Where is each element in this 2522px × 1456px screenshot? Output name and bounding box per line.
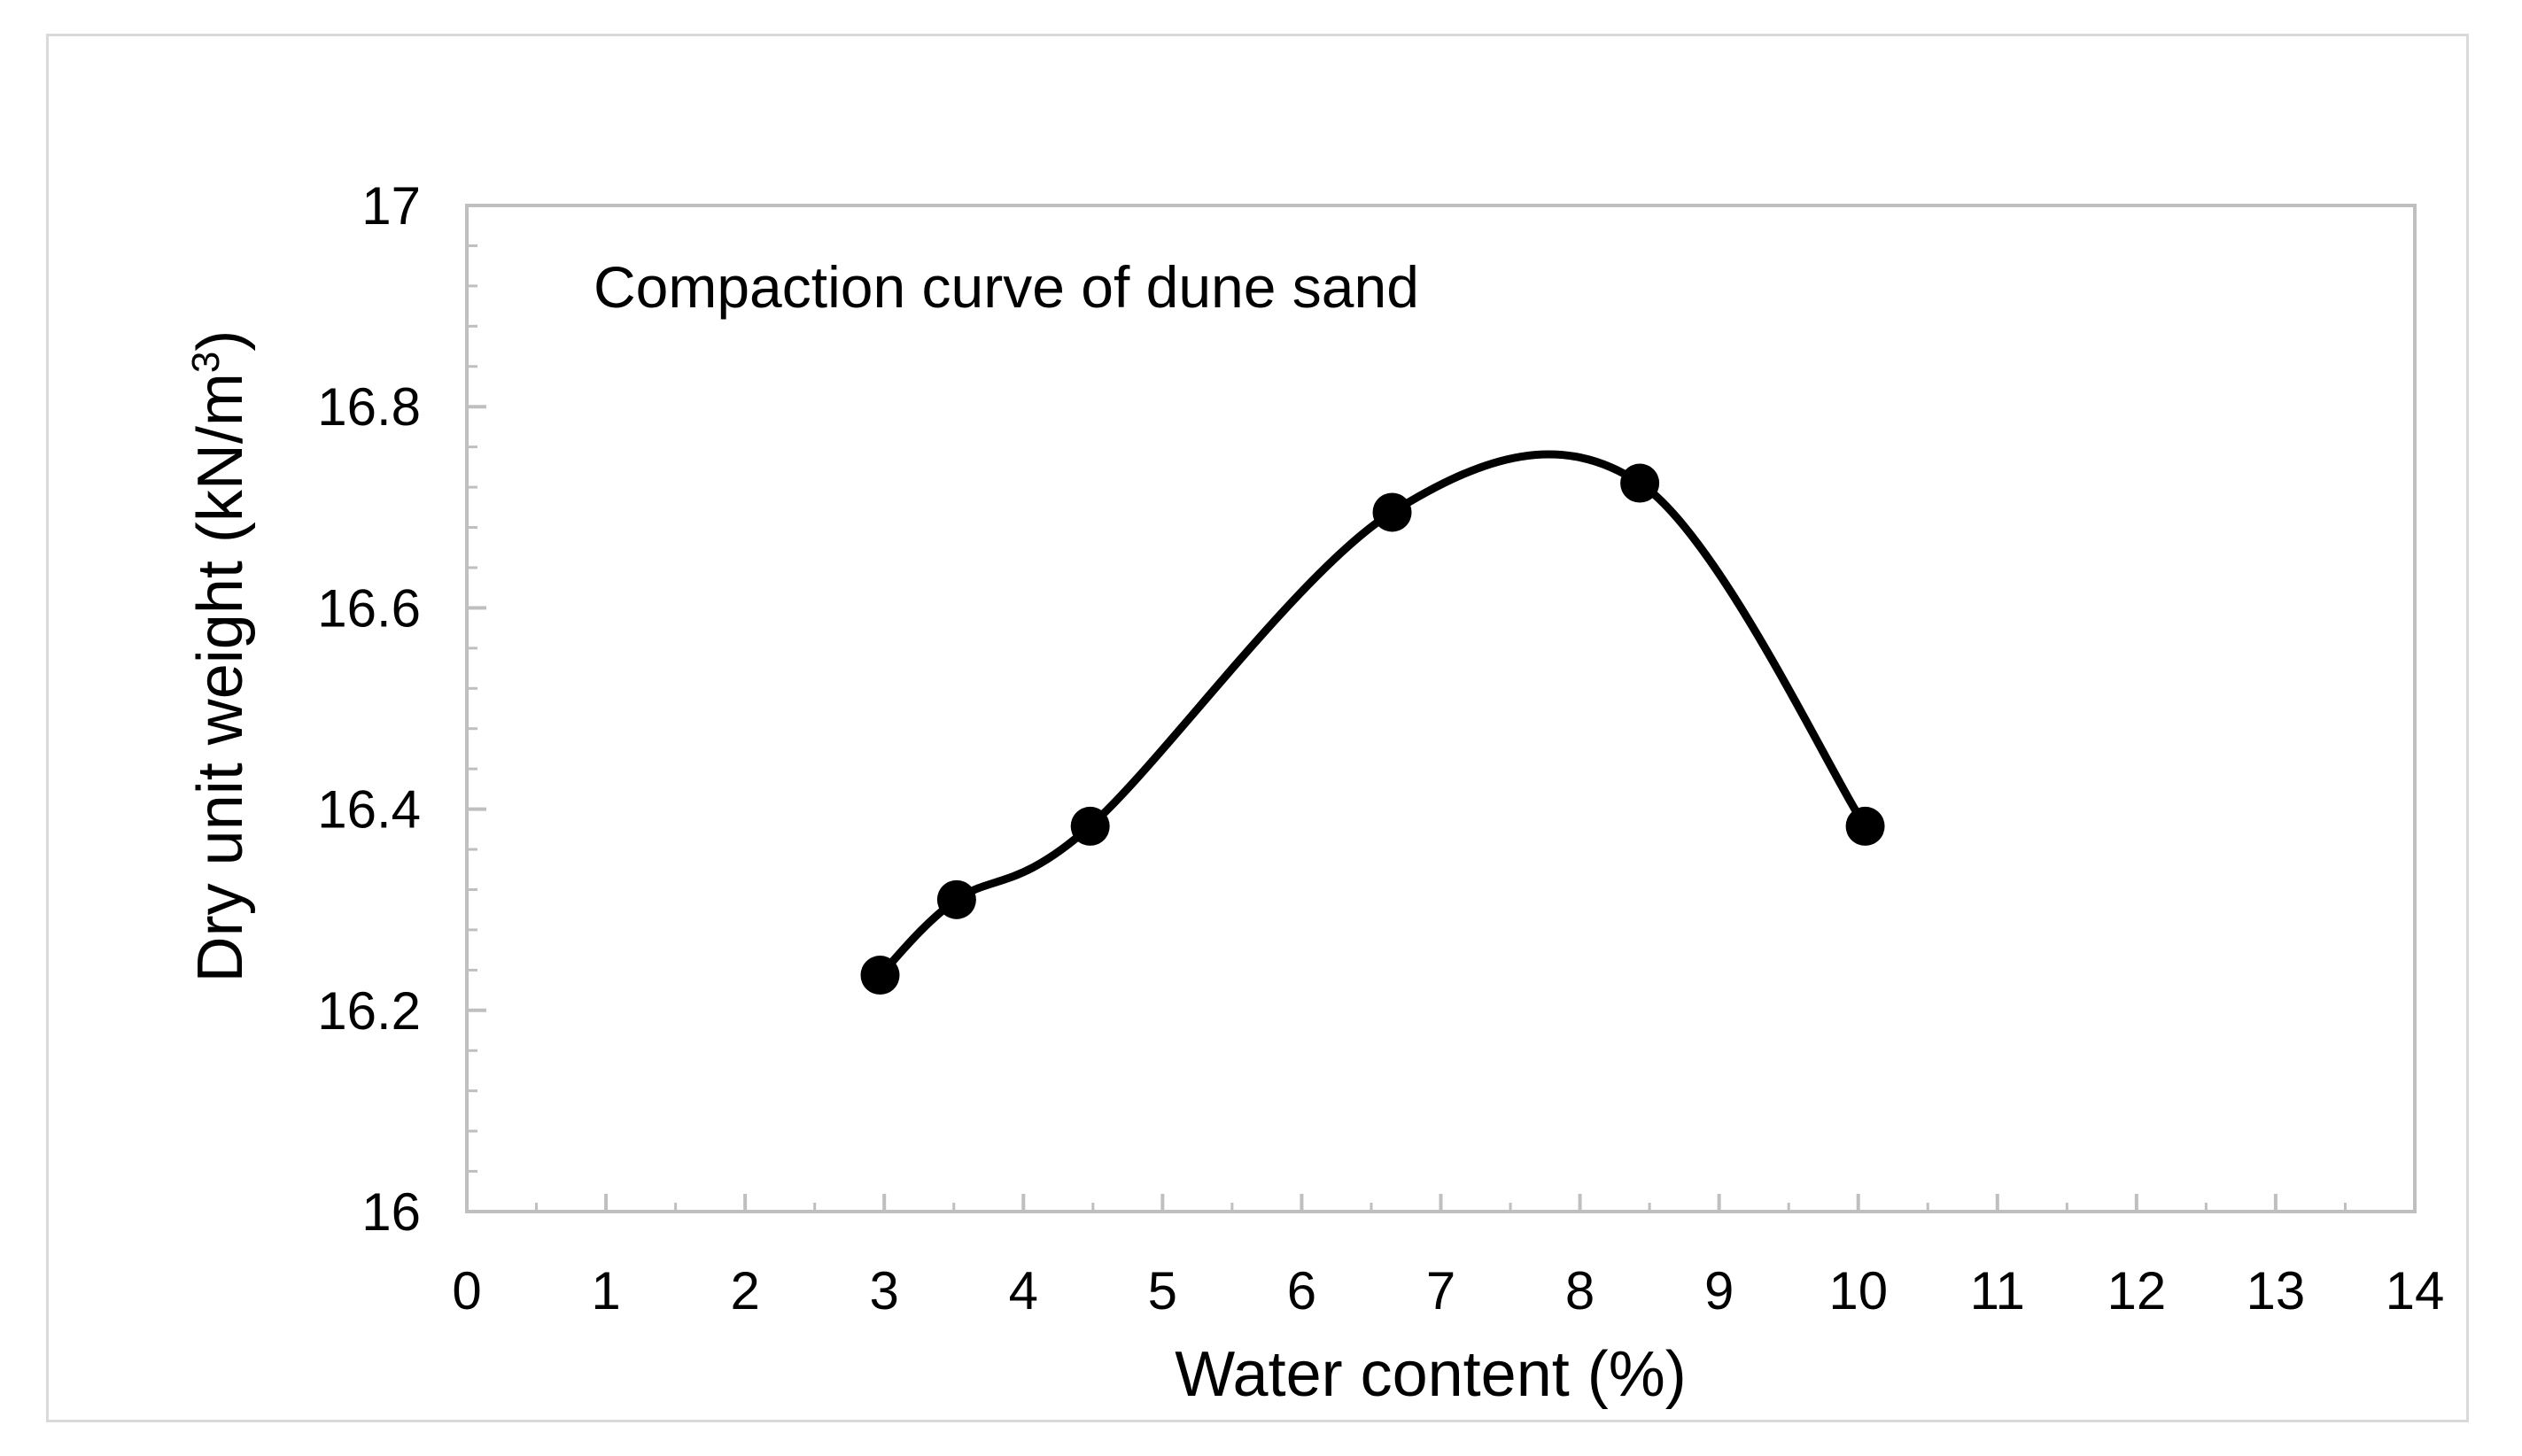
data-point [1845, 806, 1885, 846]
x-tick-label: 9 [1704, 1261, 1734, 1320]
x-tick-label: 11 [1970, 1261, 2025, 1320]
y-tick-label: 16 [361, 1182, 421, 1242]
data-point [1070, 806, 1110, 846]
x-axis-title: Water content (%) [1175, 1339, 1687, 1410]
x-tick-label: 3 [870, 1261, 899, 1320]
chart-frame: 0 1 2 3 4 5 6 7 8 9 10 11 12 13 14 16 16.2 16.4 16.6 16.8 17… [46, 34, 2469, 1422]
x-tick-label: 2 [730, 1261, 759, 1320]
x-tick-label: 8 [1565, 1261, 1595, 1320]
points-layer [860, 463, 1885, 995]
y-axis-title-superscript: 3 [184, 352, 228, 373]
x-tick-label: 0 [452, 1261, 481, 1320]
fitted-curve [876, 450, 1870, 980]
x-tick-label: 6 [1287, 1261, 1316, 1320]
x-tick-label: 1 [591, 1261, 620, 1320]
y-tick-label: 16.4 [317, 780, 421, 840]
x-tick-label: 13 [2247, 1261, 2306, 1320]
axes-layer [465, 204, 2417, 1213]
data-point [1372, 492, 1412, 532]
x-tick-label: 4 [1009, 1261, 1038, 1320]
y-axis-title: Dry unit weight (kN/m3) [184, 330, 256, 983]
chart-svg: 0 1 2 3 4 5 6 7 8 9 10 11 12 13 141616.216.416.616.817… [184, 176, 2444, 1410]
chart-annotation: Compaction curve of dune sand [594, 254, 1419, 320]
x-tick-label: 10 [1828, 1261, 1888, 1320]
x-tick-label: 14 [2386, 1261, 2445, 1320]
plot-area-border [465, 204, 2417, 1213]
y-axis-title-suffix: ) [185, 330, 256, 352]
data-point [936, 879, 976, 919]
curve-layer [876, 450, 1870, 980]
y-tick-label: 16.2 [317, 981, 421, 1041]
x-tick-label: 5 [1148, 1261, 1177, 1320]
y-tick-label: 16.6 [317, 578, 421, 638]
x-tick-label: 7 [1426, 1261, 1455, 1320]
y-axis-title-text: Dry unit weight (kN/m [185, 373, 256, 982]
y-tick-label: 17 [361, 176, 421, 236]
x-tick-label: 12 [2107, 1261, 2166, 1320]
data-point [1620, 463, 1660, 503]
data-point [860, 956, 900, 995]
y-tick-label: 16.8 [317, 377, 421, 437]
